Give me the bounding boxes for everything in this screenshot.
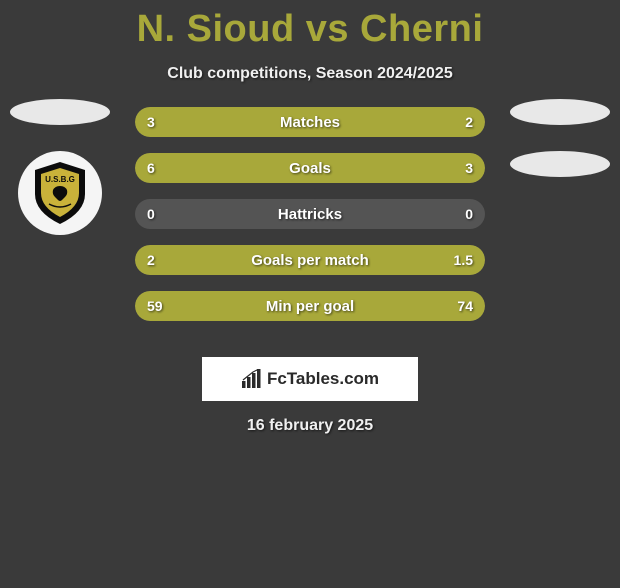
stat-value-left: 59 bbox=[147, 291, 163, 321]
page-title: N. Sioud vs Cherni bbox=[0, 8, 620, 51]
club-badge-left: U.S.B.G bbox=[18, 151, 102, 235]
watermark-text: FcTables.com bbox=[267, 369, 379, 389]
badge-text: U.S.B.G bbox=[45, 175, 75, 184]
stat-row: Hattricks0 0 bbox=[135, 199, 485, 229]
stat-value-right: 1.5 bbox=[454, 245, 473, 275]
stat-value-right: 2 bbox=[465, 107, 473, 137]
stat-row: Min per goal59 74 bbox=[135, 291, 485, 321]
stat-label: Matches bbox=[135, 107, 485, 137]
stat-label: Goals bbox=[135, 153, 485, 183]
stat-value-right: 74 bbox=[457, 291, 473, 321]
player-avatar-placeholder bbox=[510, 99, 610, 125]
shield-icon: U.S.B.G bbox=[31, 160, 89, 226]
stat-label: Hattricks bbox=[135, 199, 485, 229]
stat-row: Goals per match2 1.5 bbox=[135, 245, 485, 275]
club-badge-placeholder bbox=[510, 151, 610, 177]
stat-bars: Matches32Goals63Hattricks00Goals per mat… bbox=[135, 107, 485, 337]
stat-value-right: 3 bbox=[465, 153, 473, 183]
right-player-column bbox=[510, 99, 610, 203]
date-label: 16 february 2025 bbox=[0, 417, 620, 435]
stat-label: Goals per match bbox=[135, 245, 485, 275]
stat-value-left: 2 bbox=[147, 245, 155, 275]
comparison-chart: U.S.B.G Matches32Goals63Hattricks00Goals… bbox=[0, 107, 620, 347]
stat-value-left: 3 bbox=[147, 107, 155, 137]
stat-value-left: 0 bbox=[147, 199, 155, 229]
watermark[interactable]: FcTables.com bbox=[202, 357, 418, 401]
left-player-column: U.S.B.G bbox=[10, 99, 110, 235]
stat-row: Matches3 2 bbox=[135, 107, 485, 137]
stat-value-left: 6 bbox=[147, 153, 155, 183]
bars-icon bbox=[241, 369, 263, 389]
stat-value-right: 0 bbox=[465, 199, 473, 229]
player-avatar-placeholder bbox=[10, 99, 110, 125]
subtitle: Club competitions, Season 2024/2025 bbox=[0, 65, 620, 83]
stat-row: Goals6 3 bbox=[135, 153, 485, 183]
stat-label: Min per goal bbox=[135, 291, 485, 321]
